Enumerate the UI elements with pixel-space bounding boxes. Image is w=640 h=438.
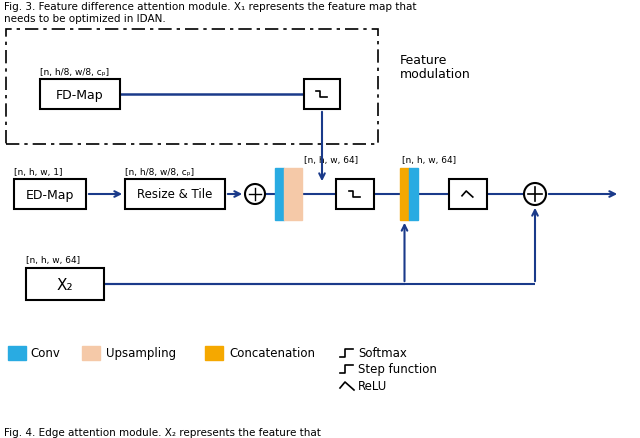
Circle shape bbox=[524, 184, 546, 205]
Text: Conv: Conv bbox=[30, 347, 60, 360]
Text: [n, h, w, 64]: [n, h, w, 64] bbox=[402, 156, 456, 165]
Text: [n, h/8, w/8, cₚ]: [n, h/8, w/8, cₚ] bbox=[125, 167, 194, 176]
Text: Softmax: Softmax bbox=[358, 347, 407, 360]
Bar bbox=[205, 346, 223, 360]
Bar bbox=[409, 169, 418, 220]
Circle shape bbox=[245, 184, 265, 205]
Text: ReLU: ReLU bbox=[358, 380, 387, 392]
Text: FD-Map: FD-Map bbox=[56, 88, 104, 101]
Text: Step function: Step function bbox=[358, 363, 437, 376]
Bar bbox=[40, 80, 120, 110]
Text: modulation: modulation bbox=[400, 68, 471, 81]
Text: [n, h/8, w/8, cₚ]: [n, h/8, w/8, cₚ] bbox=[40, 67, 109, 76]
Bar bbox=[26, 268, 104, 300]
Bar bbox=[6, 30, 378, 145]
Text: Concatenation: Concatenation bbox=[229, 347, 315, 360]
Bar bbox=[284, 169, 302, 220]
Text: X₂: X₂ bbox=[57, 277, 74, 292]
Text: Resize & Tile: Resize & Tile bbox=[138, 188, 212, 201]
Bar bbox=[336, 180, 374, 209]
Bar bbox=[304, 80, 340, 110]
Bar bbox=[449, 180, 487, 209]
Text: Fig. 3. Feature difference attention module. X₁ represents the feature map that: Fig. 3. Feature difference attention mod… bbox=[4, 2, 417, 12]
Text: Upsampling: Upsampling bbox=[106, 347, 176, 360]
Text: Fig. 4. Edge attention module. X₂ represents the feature that: Fig. 4. Edge attention module. X₂ repres… bbox=[4, 427, 321, 437]
Bar bbox=[275, 169, 284, 220]
Text: [n, h, w, 64]: [n, h, w, 64] bbox=[26, 256, 80, 265]
Bar bbox=[125, 180, 225, 209]
Bar bbox=[14, 180, 86, 209]
Text: ED-Map: ED-Map bbox=[26, 188, 74, 201]
Text: needs to be optimized in IDAN.: needs to be optimized in IDAN. bbox=[4, 14, 166, 24]
Text: Feature: Feature bbox=[400, 53, 447, 66]
Bar bbox=[82, 346, 100, 360]
Text: [n, h, w, 64]: [n, h, w, 64] bbox=[305, 156, 358, 165]
Bar bbox=[8, 346, 26, 360]
Text: [n, h, w, 1]: [n, h, w, 1] bbox=[14, 167, 63, 176]
Bar bbox=[400, 169, 409, 220]
